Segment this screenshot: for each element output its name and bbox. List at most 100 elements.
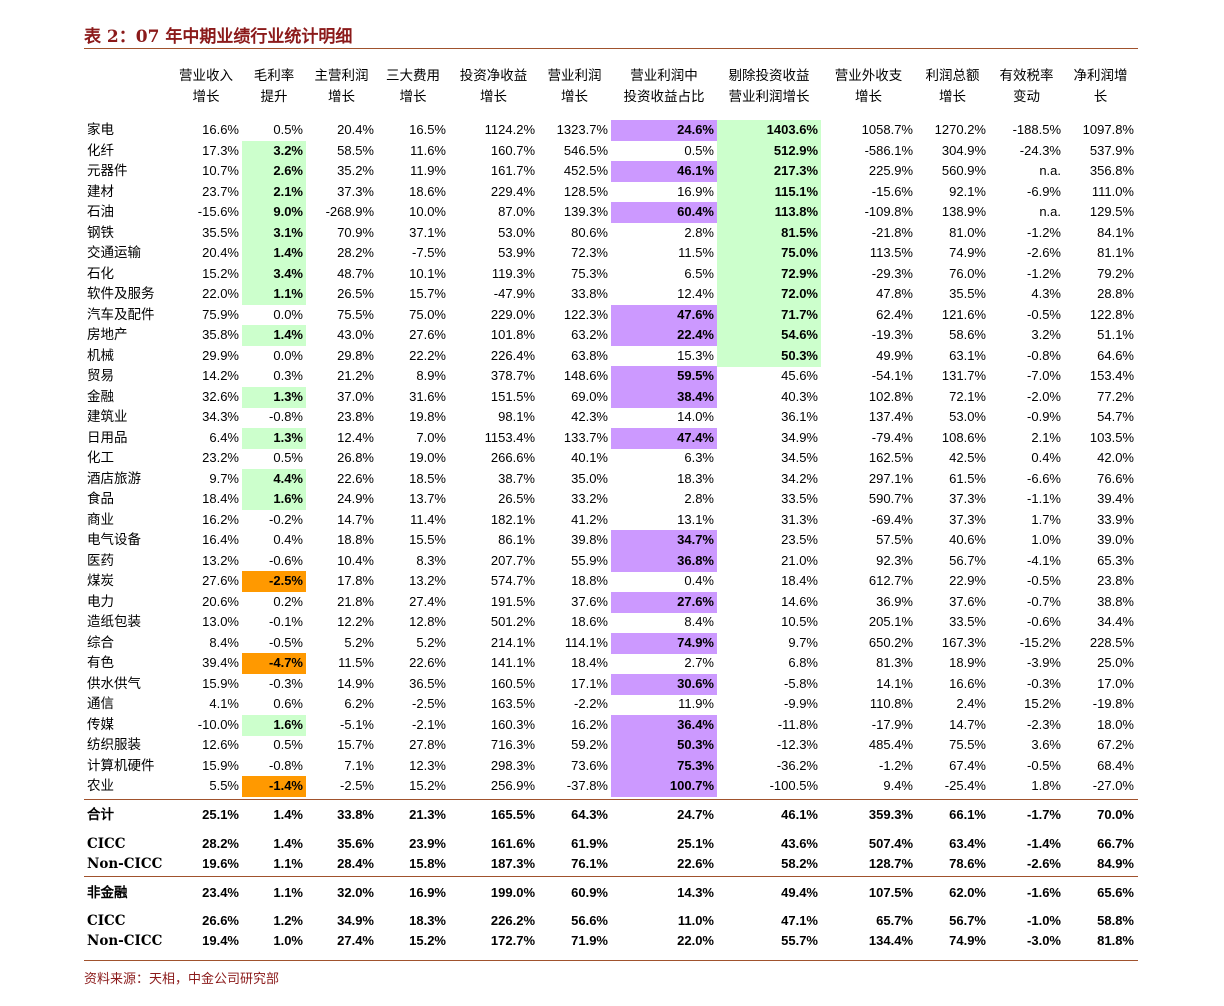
table-cell: 74.9% [611, 632, 717, 654]
column-header: 三大费用 增长 [377, 66, 449, 108]
summary-cell: 33.8% [337, 807, 374, 822]
column-header: 主营利润 增长 [306, 66, 377, 108]
table-cell: 3.2% [242, 140, 306, 162]
summary-rule [84, 799, 1138, 800]
table-cell: 14.6% [781, 593, 818, 609]
table-cell: 612.7% [868, 573, 913, 588]
row-label: 供水供气 [87, 675, 141, 692]
table-cell: -0.5% [269, 634, 303, 650]
summary-cell: -1.7% [1027, 807, 1061, 822]
table-cell: 26.8% [337, 450, 374, 465]
summary-cell: 49.4% [781, 885, 818, 900]
table-cell: 2.4% [956, 696, 986, 711]
table-cell: 1.6% [242, 489, 306, 510]
table-cell: 1058.7% [861, 122, 913, 137]
table-cell: 207.7% [490, 552, 535, 568]
table-cell: 205.1% [868, 614, 913, 629]
table-cell: 1.4% [242, 243, 306, 264]
table-cell: 9.0% [242, 202, 306, 223]
table-cell: 19.0% [409, 450, 446, 465]
table-cell: -29.3% [871, 265, 913, 281]
table-cell: 16.2% [202, 511, 239, 527]
summary-cell: 1.0% [273, 933, 303, 948]
table-cell: 1153.4% [484, 429, 535, 445]
table-cell: 75.0% [409, 306, 446, 322]
table-cell: 27.6% [611, 591, 717, 613]
table-cell: 148.6% [563, 368, 608, 383]
row-label: 医药 [87, 552, 114, 569]
table-cell: 2.6% [242, 161, 306, 182]
table-cell: -12.3% [776, 737, 818, 752]
summary-cell: 56.7% [949, 913, 986, 928]
table-cell: 11.9% [678, 696, 714, 711]
row-label: 食品 [87, 491, 114, 507]
row-label: 综合 [87, 634, 114, 651]
table-cell: 14.1% [876, 675, 913, 691]
table-cell: -1.4% [242, 776, 306, 797]
table-cell: 1.8% [1031, 778, 1061, 793]
summary-label: Non-CICC [87, 933, 163, 949]
table-cell: 13.2% [202, 552, 239, 568]
table-cell: 101.8% [490, 327, 535, 342]
footer-rule [84, 960, 1138, 961]
table-cell: 2.8% [684, 491, 714, 506]
table-cell: 84.1% [1097, 224, 1134, 240]
table-cell: 62.4% [876, 306, 913, 322]
table-cell: 11.6% [410, 142, 446, 158]
table-cell: -15.6% [197, 204, 239, 219]
table-cell: 574.7% [490, 573, 535, 588]
table-cell: 80.6% [571, 224, 608, 240]
table-cell: 9.4% [883, 778, 913, 793]
table-cell: 36.9% [876, 593, 913, 609]
table-cell: 22.2% [409, 347, 446, 363]
table-cell: 3.4% [242, 263, 306, 285]
table-cell: 0.0% [273, 306, 303, 322]
table-cell: 13.0% [202, 614, 239, 629]
table-cell: 160.7% [490, 142, 535, 158]
table-cell: 9.7% [788, 634, 818, 650]
table-cell: 15.2% [202, 265, 239, 281]
column-header-line: 营业外收支 [834, 68, 903, 84]
column-header-line: 营业利润增长 [728, 89, 810, 105]
source-note: 资料来源：天相，中金公司研究部 [84, 972, 280, 987]
table-cell: 1.1% [242, 284, 306, 305]
table-cell: 6.5% [684, 265, 714, 281]
table-cell: 12.4% [677, 286, 714, 301]
table-cell: 98.1% [498, 409, 535, 424]
column-header-line: 有效税率 [999, 68, 1054, 84]
table-cell: 16.5% [409, 122, 446, 137]
table-cell: 29.9% [202, 347, 239, 363]
table-cell: -5.8% [784, 675, 818, 691]
table-cell: 8.4% [684, 614, 714, 629]
table-cell: -0.1% [269, 614, 303, 629]
summary-cell: 134.4% [868, 933, 913, 948]
summary-cell: 1.1% [273, 856, 303, 871]
table-cell: 30.6% [611, 673, 717, 695]
table-cell: 122.3% [563, 306, 608, 322]
table-cell: 24.9% [337, 491, 374, 506]
column-header-line: 变动 [1013, 89, 1040, 105]
table-cell: 2.8% [684, 224, 714, 240]
summary-cell: 71.9% [571, 933, 608, 948]
table-cell: 47.4% [611, 427, 717, 449]
summary-cell: 66.7% [1097, 836, 1134, 851]
table-cell: 225.9% [868, 163, 913, 178]
table-cell: 40.1% [571, 450, 608, 465]
summary-cell: 70.0% [1097, 807, 1134, 822]
table-cell: -6.6% [1027, 470, 1061, 486]
row-label: 日用品 [87, 429, 128, 446]
table-cell: 129.5% [1089, 204, 1134, 219]
table-cell: 40.6% [949, 532, 986, 547]
table-cell: 75.9% [202, 306, 239, 322]
summary-cell: 22.0% [677, 933, 714, 948]
table-cell: 20.4% [202, 245, 239, 260]
table-cell: 20.4% [337, 122, 374, 137]
table-cell: 64.6% [1097, 347, 1134, 363]
table-cell: 11.4% [410, 511, 446, 527]
table-cell: 75.3% [571, 265, 608, 281]
table-cell: -0.5% [1027, 757, 1061, 773]
table-cell: 25.0% [1097, 655, 1134, 670]
table-cell: 119.3% [491, 265, 535, 281]
table-cell: 485.4% [868, 737, 913, 752]
table-cell: -0.8% [1027, 347, 1061, 363]
